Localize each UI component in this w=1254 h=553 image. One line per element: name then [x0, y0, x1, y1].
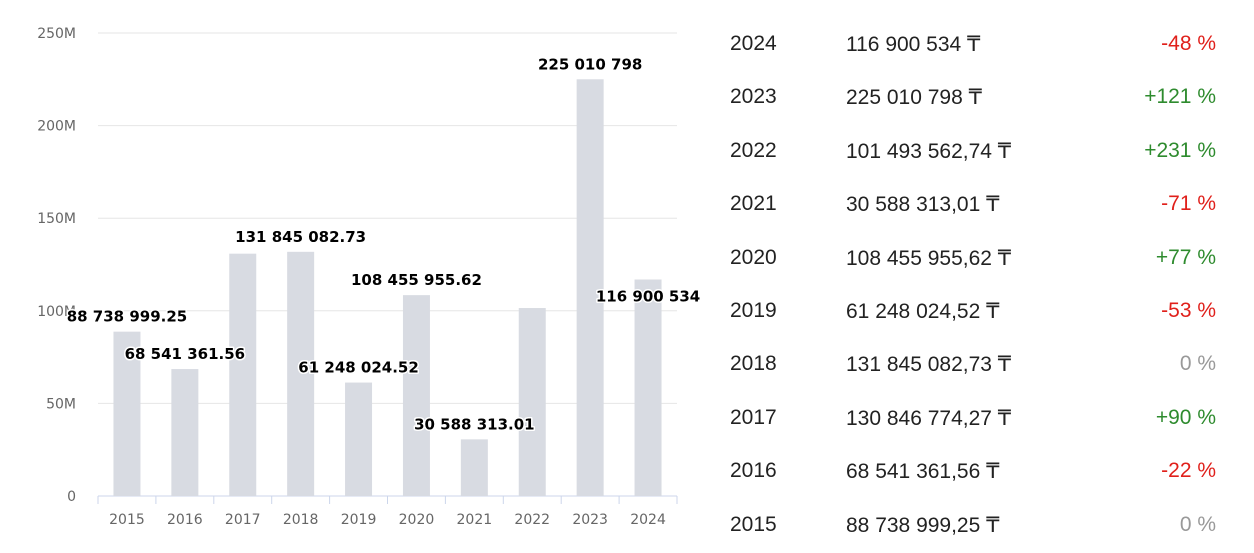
y-tick-label: 100M: [37, 304, 76, 320]
x-tick-label: 2021: [457, 512, 493, 528]
bar: [402, 295, 430, 496]
data-label: 61 248 024.52: [298, 359, 419, 377]
amount-cell: 68 541 361,56 ₸: [846, 460, 1000, 484]
x-tick-label: 2024: [630, 512, 666, 528]
amount-cell: 116 900 534 ₸: [846, 33, 981, 56]
table-row: 2015 88 738 999,25 ₸ 0 %: [730, 500, 1216, 553]
bar-chart: 0 50M 100M 150M 200M 250M 2015 2016 2017 2018 2019…: [37, 26, 700, 528]
amount-cell: 225 010 798 ₸: [846, 86, 982, 110]
data-label: 131 845 082.73: [235, 228, 366, 246]
change-cell: -71 %: [1161, 192, 1216, 216]
x-tick-label: 2015: [109, 512, 145, 528]
change-cell: -48 %: [1161, 32, 1216, 55]
year-cell: 2017: [730, 405, 777, 429]
table-row: 2019 61 248 024,52 ₸ -53 %: [730, 286, 1216, 339]
y-tick-label: 50M: [46, 396, 76, 412]
bar: [345, 382, 373, 496]
amount-cell: 88 738 999,25 ₸: [846, 513, 1000, 537]
table-row: 2018 131 845 082,73 ₸ 0 %: [730, 339, 1216, 392]
x-tick-label: 2022: [514, 512, 550, 528]
x-tick-label: 2018: [283, 512, 319, 528]
year-cell: 2020: [730, 245, 777, 269]
change-cell: +231 %: [1144, 138, 1216, 162]
yearly-values-table: 2024 116 900 534 ₸ -48 % 2023 225 010 79…: [730, 19, 1216, 553]
change-cell: -53 %: [1161, 298, 1216, 322]
x-tick-label: 2019: [341, 512, 377, 528]
change-cell: 0 %: [1179, 512, 1216, 536]
table-row: 2016 68 541 361,56 ₸ -22 %: [730, 446, 1216, 499]
data-label: 68 541 361.56: [125, 345, 246, 363]
y-tick-label: 150M: [37, 211, 76, 227]
year-cell: 2023: [730, 85, 777, 109]
amount-cell: 130 846 774,27 ₸: [846, 406, 1012, 430]
table-row: 2022 101 493 562,74 ₸ +231 %: [730, 126, 1216, 179]
y-tick-label: 0: [67, 489, 76, 505]
change-cell: -22 %: [1161, 459, 1216, 483]
table-row: 2024 116 900 534 ₸ -48 %: [730, 19, 1216, 72]
data-label: 225 010 798: [538, 55, 642, 73]
bar: [460, 439, 488, 496]
bar: [518, 308, 546, 496]
data-label: 88 738 999.25: [67, 308, 188, 326]
amount-cell: 131 845 082,73 ₸: [846, 353, 1012, 377]
year-cell: 2024: [730, 32, 777, 55]
change-cell: 0 %: [1179, 352, 1216, 376]
table-row: 2021 30 588 313,01 ₸ -71 %: [730, 179, 1216, 232]
year-cell: 2019: [730, 298, 777, 322]
year-cell: 2015: [730, 512, 777, 536]
data-label: 30 588 313.01: [414, 415, 535, 433]
x-tick-label: 2023: [572, 512, 608, 528]
data-label: 108 455 955.62: [351, 271, 482, 289]
amount-cell: 30 588 313,01 ₸: [846, 193, 1000, 217]
table-row: 2020 108 455 955,62 ₸ +77 %: [730, 233, 1216, 286]
year-cell: 2022: [730, 138, 777, 162]
year-cell: 2018: [730, 352, 777, 376]
amount-cell: 61 248 024,52 ₸: [846, 299, 1000, 323]
year-cell: 2016: [730, 459, 777, 483]
y-tick-label: 250M: [37, 26, 76, 42]
table-row: 2017 130 846 774,27 ₸ +90 %: [730, 393, 1216, 446]
bar: [634, 279, 662, 496]
change-cell: +90 %: [1155, 405, 1216, 429]
x-tick-label: 2020: [399, 512, 435, 528]
amount-cell: 108 455 955,62 ₸: [846, 246, 1012, 270]
data-label: 116 900 534: [596, 288, 700, 306]
bar: [113, 331, 141, 496]
bar: [576, 79, 604, 496]
bar: [171, 369, 199, 496]
change-cell: +121 %: [1144, 85, 1216, 109]
x-tick-label: 2016: [167, 512, 203, 528]
y-tick-label: 200M: [37, 119, 76, 135]
bar: [229, 253, 257, 496]
year-cell: 2021: [730, 192, 777, 216]
bar: [287, 251, 315, 496]
x-tick-label: 2017: [225, 512, 261, 528]
amount-cell: 101 493 562,74 ₸: [846, 139, 1012, 163]
change-cell: +77 %: [1155, 245, 1216, 269]
table-row: 2023 225 010 798 ₸ +121 %: [730, 72, 1216, 125]
